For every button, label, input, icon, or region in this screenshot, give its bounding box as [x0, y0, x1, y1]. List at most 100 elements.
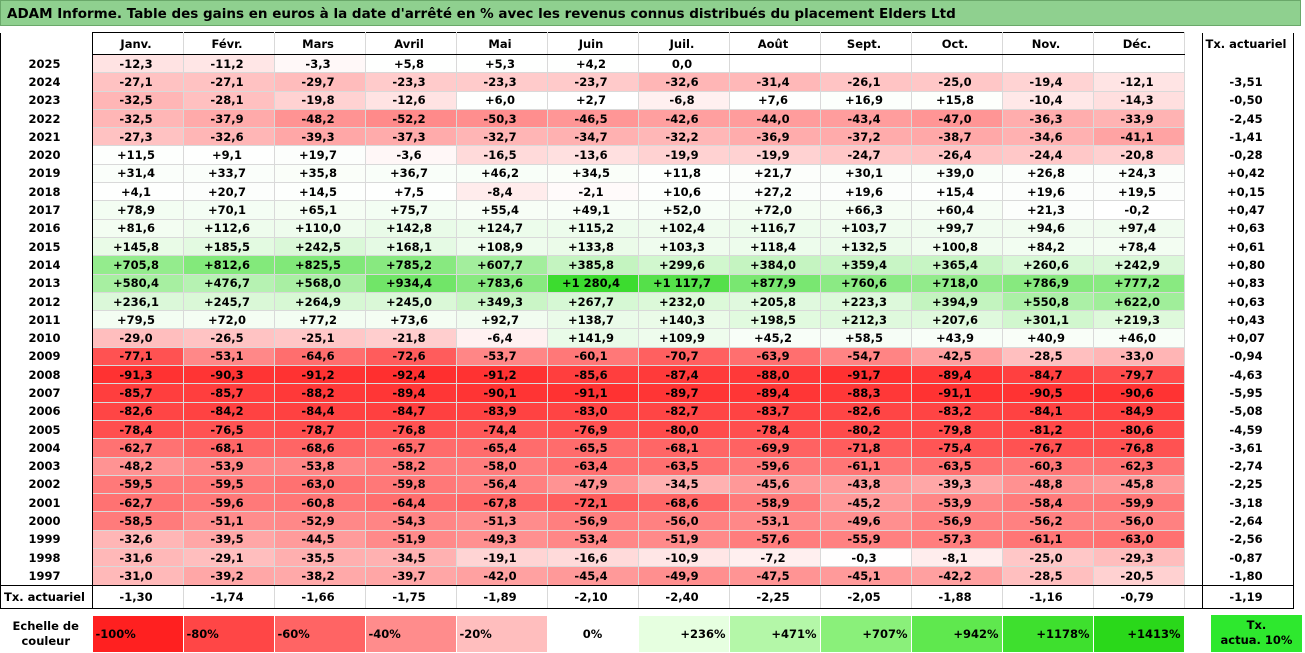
year-cell: 2018 — [0, 182, 93, 201]
gain-cell: +264,9 — [274, 291, 366, 312]
gain-cell: -69,9 — [729, 438, 821, 458]
gain-cell: +94,6 — [1002, 218, 1094, 238]
year-cell: 1999 — [0, 530, 93, 549]
gain-cell: -58,5 — [92, 511, 184, 531]
gain-cell: -53,9 — [911, 493, 1003, 513]
gain-cell: -28,1 — [183, 90, 275, 110]
gain-cell: +27,2 — [729, 182, 821, 202]
gain-cell: -32,6 — [92, 529, 184, 550]
gain-cell: -13,6 — [547, 145, 639, 165]
gain-cell: +1 280,4 — [547, 273, 639, 293]
gain-cell: +45,2 — [729, 328, 821, 348]
gain-cell: -11,2 — [183, 53, 275, 74]
gain-cell: +15,8 — [911, 90, 1003, 110]
color-scale: Echelle de couleur -100% -80% -60% -40% -20% 0%… — [0, 615, 1185, 653]
year-cell: 2007 — [0, 383, 93, 403]
gain-cell: -51,1 — [183, 511, 275, 531]
color-scale-swatch: 0% — [546, 615, 639, 653]
gain-cell: -53,7 — [456, 346, 548, 367]
gain-cell: -83,9 — [456, 401, 548, 421]
gain-cell: -83,7 — [729, 401, 821, 421]
gain-cell: -72,6 — [365, 346, 457, 367]
gain-cell: -84,1 — [1002, 401, 1094, 421]
tx-actua-legend-line1: Tx. — [1246, 618, 1267, 632]
gain-cell: -65,5 — [547, 438, 639, 458]
gain-cell: +394,9 — [911, 291, 1003, 312]
gain-cell: +73,6 — [365, 310, 457, 330]
gain-cell: -37,3 — [365, 127, 457, 147]
gain-cell: -56,0 — [1093, 511, 1185, 531]
gain-cell: +10,6 — [638, 182, 730, 202]
column-gap — [1184, 511, 1203, 531]
gain-cell: -32,2 — [638, 127, 730, 147]
gain-cell: +877,9 — [729, 273, 821, 293]
gain-cell: +5,8 — [365, 53, 457, 74]
gain-cell: -39,7 — [365, 566, 457, 586]
table-row: 2014 +705,8 +812,6 +825,5 +785,2 +607,7 +385,8… — [0, 255, 1294, 275]
gain-cell: -48,8 — [1002, 474, 1094, 495]
year-cell: 2000 — [0, 511, 93, 531]
gain-cell: -91,2 — [274, 365, 366, 385]
tx-actuariel-cell: +0,83 — [1202, 274, 1294, 293]
gain-cell: -62,3 — [1093, 456, 1185, 476]
gain-cell: -37,9 — [183, 108, 275, 129]
year-cell: 2023 — [0, 91, 93, 110]
gain-cell: +205,8 — [729, 291, 821, 312]
gain-cell: -51,9 — [365, 529, 457, 550]
gain-cell: +260,6 — [1002, 255, 1094, 275]
gain-cell: -91,1 — [547, 383, 639, 403]
gain-cell: -16,6 — [547, 548, 639, 568]
color-scale-swatch: +236% — [637, 615, 730, 653]
color-scale-swatch: -100% — [91, 615, 184, 653]
table-row: 2008 -91,3 -90,3 -91,2 -92,4 -91,2 -85,6 -87,4-… — [0, 365, 1294, 385]
year-cell: 2003 — [0, 457, 93, 476]
footer-cell: -1,75 — [365, 584, 457, 609]
footer-cell: -1,74 — [183, 584, 275, 609]
gain-cell: -76,9 — [547, 419, 639, 440]
gain-cell: -53,1 — [729, 511, 821, 531]
footer-cell: -0,79 — [1093, 584, 1185, 609]
gain-cell: -31,0 — [92, 566, 184, 586]
gain-cell: +52,0 — [638, 200, 730, 220]
gain-cell: +92,7 — [456, 310, 548, 330]
gain-cell — [820, 53, 912, 74]
gain-cell: -62,7 — [92, 438, 184, 458]
gain-cell: +103,3 — [638, 236, 730, 257]
gain-cell: -91,2 — [456, 365, 548, 385]
tx-actuariel-cell: +0,80 — [1202, 255, 1294, 275]
gain-cell: -49,9 — [638, 566, 730, 586]
gain-cell: +168,1 — [365, 236, 457, 257]
gain-cell: +21,7 — [729, 163, 821, 184]
gain-cell: -89,4 — [911, 365, 1003, 385]
gain-cell: -58,2 — [365, 456, 457, 476]
gain-cell: -91,3 — [92, 365, 184, 385]
column-gap — [1184, 292, 1203, 311]
gain-cell: +7,6 — [729, 90, 821, 110]
gain-cell: +825,5 — [274, 255, 366, 275]
footer-cell: -2,25 — [729, 584, 821, 609]
gain-cell: +24,3 — [1093, 163, 1185, 184]
tx-actuariel-cell: +0,43 — [1202, 310, 1294, 329]
tx-actuariel-cell: -5,08 — [1202, 402, 1294, 421]
year-cell: 2001 — [0, 493, 93, 512]
column-gap — [1184, 328, 1203, 348]
gain-cell: -34,5 — [638, 474, 730, 495]
table-row: 1999 -32,6 -39,5 -44,5 -51,9 -49,3 -53,4 -51,9-… — [0, 529, 1294, 550]
gain-cell: -44,5 — [274, 529, 366, 550]
year-cell: 2008 — [0, 365, 93, 384]
gain-cell: -34,7 — [547, 127, 639, 147]
gain-cell: +99,7 — [911, 218, 1003, 238]
gain-cell: -39,3 — [274, 127, 366, 147]
column-gap — [1184, 91, 1203, 110]
gain-cell: -68,6 — [638, 493, 730, 513]
gain-cell: -80,6 — [1093, 419, 1185, 440]
gain-cell: +19,6 — [820, 182, 912, 202]
gain-cell: +118,4 — [729, 236, 821, 257]
gain-cell: -85,7 — [92, 383, 184, 403]
column-gap — [1184, 438, 1203, 458]
gain-cell: -82,7 — [638, 401, 730, 421]
gain-cell: +40,9 — [1002, 328, 1094, 348]
gain-cell: -78,4 — [729, 419, 821, 440]
year-cell: 2014 — [0, 255, 93, 275]
gain-cell: +783,6 — [456, 273, 548, 293]
